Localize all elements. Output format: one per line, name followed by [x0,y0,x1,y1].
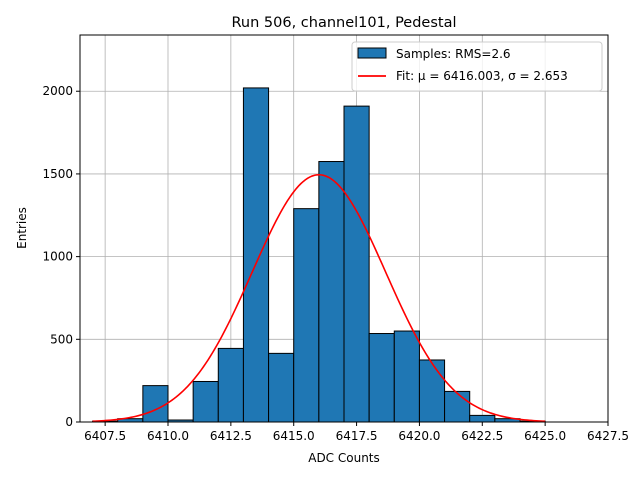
histogram-bar [192,380,219,423]
y-tick-label: 1500 [42,167,73,181]
histogram-bar [268,352,295,423]
plot-frame [79,34,609,423]
y-tick-label: 1000 [42,250,73,264]
legend: Samples: RMS=2.6 Fit: μ = 6416.003, σ = … [351,41,603,92]
x-tick-label: 6412.5 [210,429,252,443]
fit-curve [92,173,546,423]
x-tick-label: 6410.0 [147,429,189,443]
chart-title: Run 506, channel101, Pedestal [231,15,456,31]
histogram-bars [92,87,546,423]
histogram-bar [142,385,169,423]
fit-curve-layer [92,173,546,423]
histogram-bar [368,333,395,423]
y-tick-label: 2000 [42,84,73,98]
y-axis-ticks: 0 500 1000 1500 2000 [42,84,80,429]
histogram-bar [343,105,370,423]
y-axis-label: Entries [15,207,29,249]
legend-box [351,41,603,92]
histogram-bar [242,87,270,423]
y-tick-label: 500 [50,332,73,346]
histogram-bar [318,161,345,423]
x-tick-label: 6427.5 [587,429,629,443]
histogram-bar [217,347,244,423]
x-axis-label: ADC Counts [308,451,380,465]
legend-fit-label: Fit: μ = 6416.003, σ = 2.653 [396,69,568,83]
histogram-bar [469,414,496,423]
x-tick-label: 6407.5 [84,429,126,443]
y-tick-label: 0 [65,415,73,429]
histogram-bar [393,330,420,423]
x-axis-ticks: 6407.5 6410.0 6412.5 6415.0 6417.5 6420.0 6422… [84,422,629,443]
x-tick-label: 6415.0 [273,429,315,443]
x-tick-label: 6417.5 [336,429,378,443]
x-tick-label: 6420.0 [398,429,440,443]
histogram-bar [293,208,320,423]
x-tick-label: 6422.5 [461,429,503,443]
histogram-bar [444,390,471,423]
histogram-bar [418,359,446,423]
legend-histogram-label: Samples: RMS=2.6 [396,47,511,61]
legend-histogram-swatch [357,47,387,59]
x-tick-label: 6425.0 [524,429,566,443]
